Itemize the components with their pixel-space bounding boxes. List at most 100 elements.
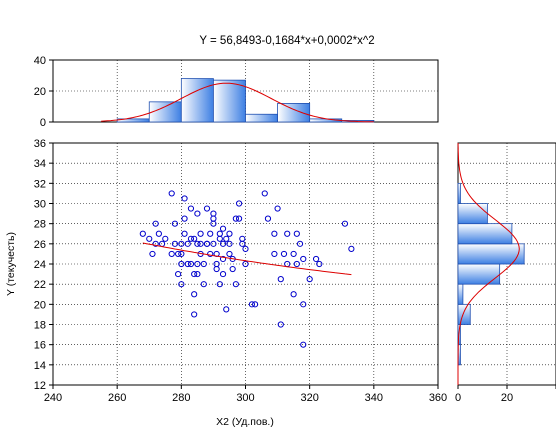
scatter-point bbox=[219, 255, 227, 263]
right-x-tick-label: 0 bbox=[455, 392, 461, 404]
y-tick-label: 26 bbox=[34, 239, 46, 251]
top-y-tick-label: 20 bbox=[34, 86, 46, 98]
x-tick-label: 260 bbox=[108, 392, 126, 404]
scatter-point bbox=[181, 195, 188, 202]
scatter-point bbox=[242, 260, 249, 268]
scatter-point bbox=[290, 291, 297, 298]
scatter-point bbox=[216, 281, 223, 288]
scatter-point bbox=[312, 255, 320, 263]
scatter-point bbox=[248, 301, 256, 308]
x-axis-label: X2 (Уд.пов.) bbox=[216, 416, 274, 428]
scatter-point bbox=[229, 265, 236, 273]
scatter-point bbox=[168, 250, 175, 258]
scatter-point bbox=[181, 215, 188, 222]
scatter-point bbox=[152, 220, 159, 227]
top-histogram-curve bbox=[101, 82, 374, 123]
scatter-grid bbox=[53, 143, 438, 385]
scatter-point bbox=[226, 250, 233, 258]
scatter-point bbox=[341, 220, 349, 227]
scatter-point bbox=[216, 235, 223, 242]
y-tick-label: 36 bbox=[34, 138, 46, 150]
scatter-point bbox=[226, 240, 233, 247]
right-density-curve bbox=[457, 143, 520, 385]
scatter-point bbox=[290, 250, 297, 258]
scatter-point bbox=[200, 281, 207, 288]
scatter-point bbox=[284, 230, 291, 237]
scatter-point bbox=[277, 321, 284, 328]
scatter-point bbox=[178, 250, 185, 258]
scatter-point bbox=[277, 276, 284, 283]
top-histogram-y-ticks: 0 20 40 bbox=[34, 55, 53, 129]
scatter-point bbox=[280, 250, 288, 258]
scatter-point bbox=[232, 281, 239, 288]
x-tick-label: 320 bbox=[300, 392, 318, 404]
y-tick-label: 12 bbox=[34, 380, 46, 392]
scatter-point bbox=[300, 255, 307, 263]
scatter-point bbox=[348, 245, 355, 252]
y-tick-label: 22 bbox=[34, 279, 46, 291]
regression-curve bbox=[142, 242, 352, 276]
top-histogram-bar bbox=[245, 113, 278, 123]
scatter-point bbox=[178, 260, 185, 268]
scatter-point bbox=[293, 230, 300, 237]
regression-line bbox=[142, 242, 352, 276]
scatter-point bbox=[300, 301, 307, 308]
scatter-y-ticks: 12 14 16 18 20 22 24 26 28 30 32 34 36 bbox=[34, 138, 53, 392]
scatter-point bbox=[219, 225, 227, 232]
y-tick-label: 18 bbox=[34, 320, 46, 332]
x-tick-label: 240 bbox=[44, 392, 62, 404]
scatter-point bbox=[223, 306, 230, 313]
x-tick-label: 360 bbox=[429, 392, 447, 404]
scatter-point bbox=[235, 200, 243, 207]
scatter-point bbox=[178, 281, 185, 288]
x-tick-label: 300 bbox=[236, 392, 254, 404]
scatter-point bbox=[293, 260, 300, 268]
scatter-point bbox=[271, 250, 278, 258]
right-x-tick-label: 20 bbox=[501, 392, 513, 404]
right-histogram-bar bbox=[457, 283, 464, 305]
top-histogram-bar bbox=[180, 78, 214, 123]
y-tick-label: 24 bbox=[34, 259, 46, 271]
top-y-tick-label: 0 bbox=[40, 117, 46, 129]
right-histogram-bar bbox=[457, 182, 461, 204]
scatter-point bbox=[187, 235, 195, 242]
scatter-point bbox=[235, 215, 243, 222]
scatter-point bbox=[300, 341, 307, 348]
scatter-point bbox=[175, 250, 182, 258]
y-tick-label: 14 bbox=[34, 360, 46, 372]
scatter-point bbox=[242, 245, 249, 252]
top-histogram-bar bbox=[277, 103, 311, 123]
scatter-point bbox=[168, 190, 175, 197]
scatter-point bbox=[207, 250, 214, 258]
scatter-point bbox=[139, 230, 146, 237]
scatter-point bbox=[274, 205, 281, 212]
scatter-point bbox=[184, 240, 191, 247]
scatter-point bbox=[264, 215, 272, 222]
x-tick-label: 280 bbox=[172, 392, 190, 404]
scatter-point bbox=[219, 270, 227, 278]
scatter-point bbox=[213, 265, 220, 273]
scatter-point bbox=[197, 230, 204, 237]
scatter-point bbox=[232, 215, 239, 222]
scatter-point bbox=[271, 230, 278, 237]
scatter-point bbox=[210, 240, 217, 247]
scatter-point bbox=[223, 235, 230, 242]
top-histogram-bar bbox=[148, 101, 182, 123]
scatter-point bbox=[203, 240, 211, 247]
scatter-point bbox=[162, 235, 169, 242]
top-density-curve bbox=[101, 82, 374, 123]
scatter-point bbox=[219, 240, 227, 247]
scatter-point bbox=[155, 230, 162, 237]
scatter-point bbox=[191, 235, 198, 242]
y-tick-label: 34 bbox=[34, 158, 46, 170]
scatter-point bbox=[207, 230, 214, 237]
y-tick-label: 32 bbox=[34, 178, 46, 190]
scatter-point bbox=[306, 276, 313, 283]
scatter-point bbox=[210, 210, 217, 217]
right-histogram-curve bbox=[457, 143, 520, 385]
scatter-point bbox=[146, 235, 153, 242]
scatter-point bbox=[191, 311, 198, 318]
y-axis-label: Y (текучесть) bbox=[5, 232, 17, 296]
